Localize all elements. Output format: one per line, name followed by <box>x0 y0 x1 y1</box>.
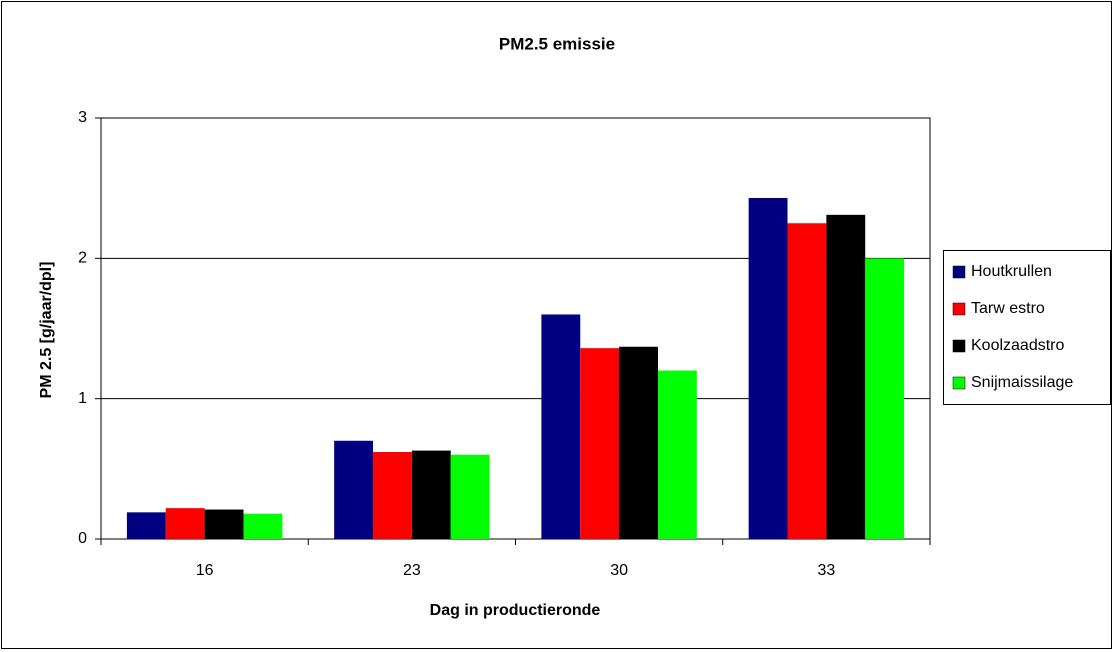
bar <box>450 454 490 539</box>
bar <box>787 223 827 539</box>
bar <box>865 258 905 539</box>
bar <box>657 370 697 539</box>
x-tick-label: 30 <box>610 562 628 579</box>
bar <box>373 451 412 539</box>
bar <box>243 513 283 539</box>
legend-label: Snijmaissilage <box>971 374 1073 391</box>
legend-swatch <box>952 376 966 390</box>
bar <box>541 314 581 539</box>
x-tick-label: 23 <box>403 562 421 579</box>
y-tick-label: 3 <box>78 109 87 126</box>
bar <box>826 214 866 539</box>
bar <box>126 512 166 539</box>
x-axis-title: Dag in productieronde <box>430 602 601 619</box>
bar <box>204 509 244 539</box>
bar <box>334 440 374 539</box>
bar <box>619 346 658 539</box>
bar <box>748 197 788 540</box>
legend-label: Houtkrullen <box>971 263 1052 280</box>
legend-swatch <box>952 265 966 279</box>
legend <box>943 250 1111 405</box>
y-axis-title: PM 2.5 [g/jaar/dpl] <box>38 262 55 399</box>
x-tick-label: 33 <box>817 562 835 579</box>
bar <box>411 450 451 539</box>
chart-title: PM2.5 emissie <box>499 34 615 53</box>
bar <box>580 348 620 539</box>
legend-swatch <box>952 339 966 353</box>
legend-swatch <box>952 302 966 316</box>
legend-label: Tarw estro <box>971 300 1045 317</box>
bar <box>165 508 205 539</box>
y-tick-label: 2 <box>78 250 87 267</box>
x-tick-label: 16 <box>196 562 214 579</box>
y-tick-label: 1 <box>78 390 87 407</box>
legend-label: Koolzaadstro <box>971 337 1064 354</box>
y-tick-label: 0 <box>78 530 87 547</box>
